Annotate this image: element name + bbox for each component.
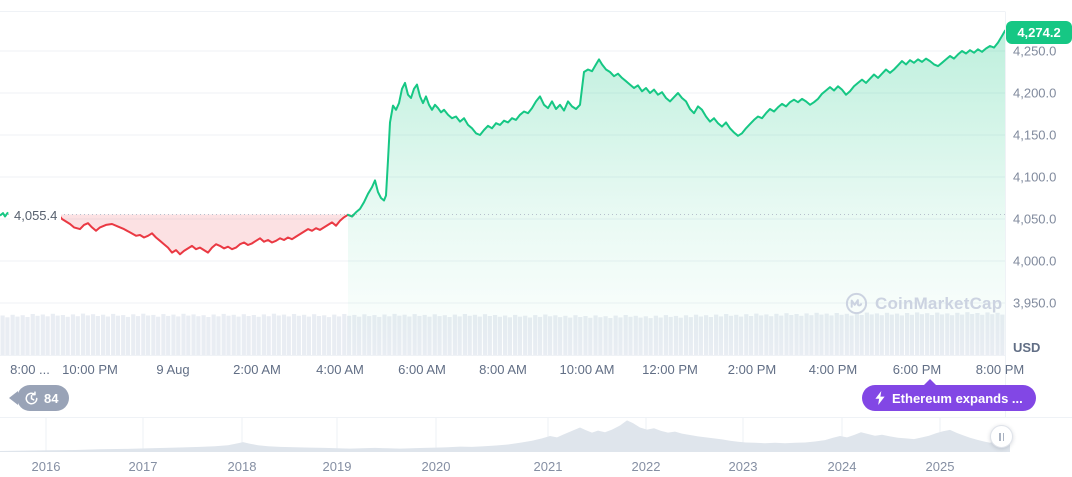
baseline-price-label: 4,055.4 [10, 207, 62, 225]
x-axis-label: 2:00 AM [233, 362, 281, 377]
x-axis-label: 6:00 AM [398, 362, 446, 377]
year-label: 2024 [827, 459, 857, 474]
event-annotation-button[interactable]: Ethereum expands ... [862, 379, 1036, 411]
x-axis-label: 8:00 PM [975, 362, 1025, 377]
year-label: 2025 [925, 459, 955, 474]
history-events-badge[interactable]: 84 [9, 385, 70, 411]
history-clock-icon [25, 390, 38, 404]
event-button-pointer [923, 379, 937, 386]
x-axis-label: 4:00 PM [808, 362, 858, 377]
handle-grip [1002, 432, 1004, 441]
x-axis-label: 12:00 PM [642, 362, 698, 377]
last-price-badge: 4,274.2 [1006, 21, 1072, 44]
event-button-label: Ethereum expands ... [892, 390, 1023, 406]
year-label: 2016 [31, 459, 61, 474]
year-label: 2021 [533, 459, 563, 474]
history-badge-pointer [9, 391, 18, 405]
lightning-icon [875, 391, 885, 405]
handle-grip [999, 432, 1001, 441]
x-axis-label: 8:00 AM [479, 362, 527, 377]
y-axis-label: 4,250.0 [1013, 43, 1057, 59]
history-count: 84 [44, 390, 59, 406]
x-axis-label: 4:00 AM [316, 362, 364, 377]
x-axis-label: 9 Aug [156, 362, 190, 377]
year-label: 2022 [631, 459, 661, 474]
x-axis-label: 2:00 PM [727, 362, 777, 377]
year-label: 2023 [728, 459, 758, 474]
y-axis-label: 4,150.0 [1013, 127, 1057, 143]
y-axis-label: 4,000.0 [1013, 253, 1057, 269]
currency-label[interactable]: USD [1013, 340, 1041, 355]
year-label: 2020 [421, 459, 451, 474]
y-axis-label: 3,950.0 [1013, 295, 1057, 311]
watermark-text: CoinMarketCap [875, 293, 1003, 313]
x-axis-label: 8:00 ... [10, 362, 50, 377]
year-label: 2019 [322, 459, 352, 474]
coinmarketcap-logo-icon [845, 292, 868, 315]
y-axis-label: 4,050.0 [1013, 211, 1057, 227]
year-label: 2018 [227, 459, 257, 474]
y-axis-label: 4,200.0 [1013, 85, 1057, 101]
y-axis-label: 4,100.0 [1013, 169, 1057, 185]
watermark: CoinMarketCap [845, 292, 1002, 315]
navigator-handle[interactable] [990, 425, 1013, 448]
x-axis-label: 6:00 PM [892, 362, 942, 377]
x-axis-label: 10:00 AM [559, 362, 615, 377]
year-label: 2017 [128, 459, 158, 474]
x-axis-label: 10:00 PM [62, 362, 118, 377]
